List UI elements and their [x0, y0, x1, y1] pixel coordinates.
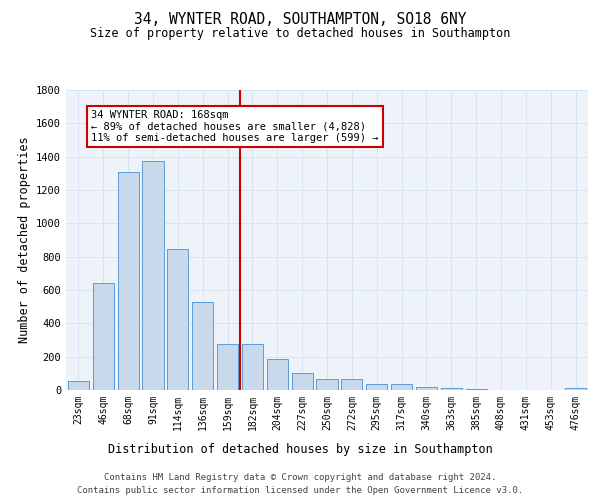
Bar: [167, 249, 188, 390]
Text: 34, WYNTER ROAD, SOUTHAMPTON, SO18 6NY: 34, WYNTER ROAD, SOUTHAMPTON, SO18 6NY: [134, 12, 466, 28]
Bar: [416, 386, 437, 390]
Bar: [217, 344, 238, 390]
Bar: [366, 384, 387, 390]
Bar: [341, 379, 362, 390]
Bar: [142, 161, 164, 390]
Bar: [391, 384, 412, 390]
Bar: [316, 379, 338, 390]
Bar: [466, 389, 487, 390]
Y-axis label: Number of detached properties: Number of detached properties: [17, 136, 31, 344]
Text: Size of property relative to detached houses in Southampton: Size of property relative to detached ho…: [90, 28, 510, 40]
Text: Contains HM Land Registry data © Crown copyright and database right 2024.: Contains HM Land Registry data © Crown c…: [104, 472, 496, 482]
Bar: [93, 282, 114, 390]
Bar: [192, 302, 213, 390]
Bar: [242, 344, 263, 390]
Bar: [441, 388, 462, 390]
Bar: [292, 372, 313, 390]
Text: Contains public sector information licensed under the Open Government Licence v3: Contains public sector information licen…: [77, 486, 523, 495]
Bar: [118, 172, 139, 390]
Bar: [565, 388, 586, 390]
Bar: [267, 359, 288, 390]
Bar: [68, 381, 89, 390]
Text: Distribution of detached houses by size in Southampton: Distribution of detached houses by size …: [107, 442, 493, 456]
Text: 34 WYNTER ROAD: 168sqm
← 89% of detached houses are smaller (4,828)
11% of semi-: 34 WYNTER ROAD: 168sqm ← 89% of detached…: [91, 110, 379, 143]
